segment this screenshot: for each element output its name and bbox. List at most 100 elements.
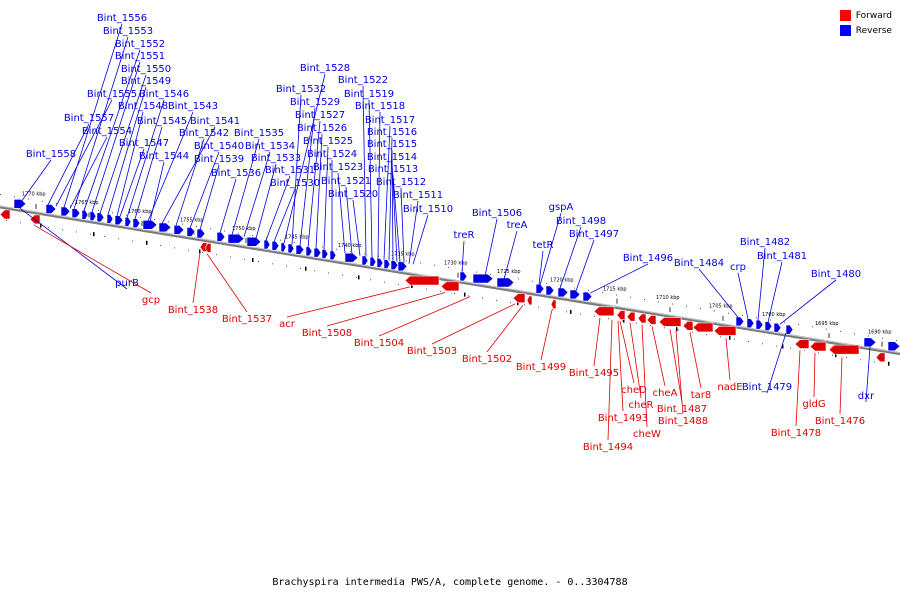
gene-arrow-rev-2[interactable] bbox=[60, 206, 71, 217]
gene-arrow-rev-37[interactable] bbox=[496, 277, 515, 288]
gene-label-bint-1538[interactable]: Bint_1538 bbox=[168, 252, 218, 316]
gene-label-bint-1530[interactable]: Bint_1530 bbox=[270, 178, 320, 242]
gene-arrow-rev-14[interactable] bbox=[186, 227, 196, 237]
gene-label-bint-1495[interactable]: Bint_1495 bbox=[569, 317, 619, 379]
gene-label-bint-1535[interactable]: Bint_1535 bbox=[231, 128, 284, 235]
gene-label-bint-1496[interactable]: Bint_1496 bbox=[589, 253, 673, 294]
gene-label-bint-1482[interactable]: Bint_1482 bbox=[740, 237, 790, 321]
gene-arrow-rev-12[interactable] bbox=[158, 222, 172, 233]
gene-arrow-fwd-19[interactable] bbox=[809, 341, 827, 352]
gene-arrow-fwd-11[interactable] bbox=[626, 311, 636, 322]
gene-arrow-rev-21[interactable] bbox=[280, 242, 287, 253]
gene-arrow-rev-11[interactable] bbox=[142, 220, 158, 230]
gene-arrow-rev-40[interactable] bbox=[557, 287, 569, 298]
gene-arrow-rev-24[interactable] bbox=[305, 246, 313, 257]
gene-label-bint-1533[interactable]: Bint_1533 bbox=[251, 153, 301, 239]
gene-label-bint-1550[interactable]: Bint_1550 bbox=[99, 64, 171, 214]
gene-arrow-rev-15[interactable] bbox=[196, 228, 206, 239]
gene-label-bint-1517[interactable]: Bint_1517 bbox=[365, 115, 415, 260]
gene-label-bint-1524[interactable]: Bint_1524 bbox=[307, 149, 357, 252]
gene-label-bint-1526[interactable]: Bint_1526 bbox=[297, 123, 347, 249]
gene-label-bint-1508[interactable]: Bint_1508 bbox=[302, 292, 446, 339]
gene-arrow-rev-32[interactable] bbox=[383, 259, 391, 269]
gene-label-bint-1476[interactable]: Bint_1476 bbox=[815, 357, 865, 427]
gene-label-bint-1551[interactable]: Bint_1551 bbox=[91, 51, 165, 213]
gene-label-bint-1511[interactable]: Bint_1511 bbox=[393, 190, 443, 264]
gene-label-bint-1497[interactable]: Bint_1497 bbox=[569, 229, 619, 292]
gene-label-bint-1529[interactable]: Bint_1529 bbox=[290, 97, 340, 246]
gene-arrow-fwd-15[interactable] bbox=[682, 321, 694, 331]
gene-label-bint-1514[interactable]: Bint_1514 bbox=[367, 152, 417, 262]
gene-arrow-rev-42[interactable] bbox=[582, 291, 593, 302]
gene-label-bint-1502[interactable]: Bint_1502 bbox=[462, 305, 524, 365]
gene-arrow-fwd-17[interactable] bbox=[713, 326, 737, 336]
gene-label-bint-1487[interactable]: Bint_1487 bbox=[657, 329, 707, 415]
gene-arrow-fwd-16[interactable] bbox=[692, 322, 714, 333]
gene-arrow-rev-13[interactable] bbox=[173, 225, 185, 235]
gene-label-bint-1522[interactable]: Bint_1522 bbox=[338, 75, 388, 257]
gene-arrow-rev-3[interactable] bbox=[71, 208, 81, 219]
gene-label-chew[interactable]: cheW bbox=[633, 324, 661, 440]
gene-label-bint-1541[interactable]: Bint_1541 bbox=[161, 116, 240, 224]
gene-label-bint-1480[interactable]: Bint_1480 bbox=[779, 269, 861, 325]
gene-label-bint-1503[interactable]: Bint_1503 bbox=[407, 303, 516, 357]
gene-label-bint-1493[interactable]: Bint_1493 bbox=[598, 320, 648, 424]
gene-label-tar8[interactable]: tar8 bbox=[689, 332, 711, 401]
gene-label-bint-1554[interactable]: Bint_1554 bbox=[69, 126, 132, 209]
gene-arrow-rev-9[interactable] bbox=[124, 217, 132, 227]
gene-arrow-fwd-14[interactable] bbox=[658, 317, 682, 327]
gene-arrow-fwd-3[interactable] bbox=[204, 243, 212, 253]
gene-label-bint-1518[interactable]: Bint_1518 bbox=[355, 101, 405, 259]
gene-arrow-rev-28[interactable] bbox=[344, 252, 359, 263]
gene-label-bint-1549[interactable]: Bint_1549 bbox=[107, 76, 171, 215]
gene-arrow-rev-5[interactable] bbox=[89, 211, 97, 221]
gene-arrow-fwd-9[interactable] bbox=[593, 306, 615, 317]
gene-label-bint-1552[interactable]: Bint_1552 bbox=[83, 39, 165, 211]
gene-arrow-rev-4[interactable] bbox=[81, 210, 89, 220]
gene-label-gcp[interactable]: gcp bbox=[34, 225, 160, 306]
gene-label-bint-1536[interactable]: Bint_1536 bbox=[211, 168, 261, 233]
gene-arrow-rev-43[interactable] bbox=[735, 316, 745, 327]
gene-arrow-rev-49[interactable] bbox=[863, 337, 877, 348]
gene-arrow-rev-8[interactable] bbox=[114, 215, 124, 226]
gene-arrow-rev-34[interactable] bbox=[397, 261, 408, 272]
gene-label-bint-1519[interactable]: Bint_1519 bbox=[344, 89, 394, 258]
gene-arrow-rev-46[interactable] bbox=[764, 321, 773, 331]
gene-label-crp[interactable]: crp bbox=[730, 262, 749, 320]
gene-arrow-rev-44[interactable] bbox=[746, 318, 755, 329]
gene-label-tetr[interactable]: tetR bbox=[533, 240, 554, 285]
gene-arrow-fwd-10[interactable] bbox=[616, 310, 626, 320]
gene-label-bint-1532[interactable]: Bint_1532 bbox=[276, 84, 326, 245]
gene-arrow-rev-41[interactable] bbox=[569, 289, 581, 300]
gene-label-bint-1506[interactable]: Bint_1506 bbox=[472, 208, 522, 277]
gene-label-bint-1546[interactable]: Bint_1546 bbox=[126, 89, 189, 218]
gene-label-purb[interactable]: purB bbox=[19, 207, 139, 290]
gene-arrow-rev-39[interactable] bbox=[545, 285, 555, 296]
gene-arrow-rev-36[interactable] bbox=[472, 273, 494, 284]
gene-label-bint-1534[interactable]: Bint_1534 bbox=[243, 141, 295, 237]
gene-label-gspa[interactable]: gspA bbox=[539, 202, 574, 286]
gene-label-bint-1523[interactable]: Bint_1523 bbox=[313, 162, 363, 254]
gene-arrow-fwd-21[interactable] bbox=[875, 352, 886, 363]
gene-arrow-rev-7[interactable] bbox=[106, 214, 114, 224]
gene-label-bint-1528[interactable]: Bint_1528 bbox=[283, 63, 350, 244]
gene-arrow-fwd-7[interactable] bbox=[526, 295, 533, 306]
gene-label-bint-1484[interactable]: Bint_1484 bbox=[674, 258, 739, 318]
gene-arrow-fwd-0[interactable] bbox=[0, 209, 11, 220]
gene-arrow-rev-6[interactable] bbox=[96, 212, 105, 223]
gene-label-bint-1481[interactable]: Bint_1481 bbox=[757, 251, 807, 323]
gene-label-nade[interactable]: nadE bbox=[717, 338, 743, 393]
gene-label-bint-1542[interactable]: Bint_1542 bbox=[175, 128, 229, 226]
gene-arrow-fwd-8[interactable] bbox=[550, 299, 557, 310]
gene-arrow-rev-31[interactable] bbox=[376, 258, 384, 268]
gene-label-bint-1525[interactable]: Bint_1525 bbox=[303, 136, 353, 250]
gene-label-bint-1516[interactable]: Bint_1516 bbox=[367, 127, 417, 261]
gene-arrow-fwd-5[interactable] bbox=[440, 281, 460, 292]
gene-arrow-rev-26[interactable] bbox=[321, 249, 329, 259]
gene-arrow-rev-50[interactable] bbox=[887, 341, 900, 352]
gene-label-bint-1504[interactable]: Bint_1504 bbox=[354, 296, 471, 349]
gene-label-trea[interactable]: treA bbox=[503, 220, 528, 280]
gene-arrow-rev-16[interactable] bbox=[216, 232, 226, 242]
gene-arrow-rev-38[interactable] bbox=[535, 284, 545, 294]
gene-arrow-rev-27[interactable] bbox=[329, 250, 337, 261]
